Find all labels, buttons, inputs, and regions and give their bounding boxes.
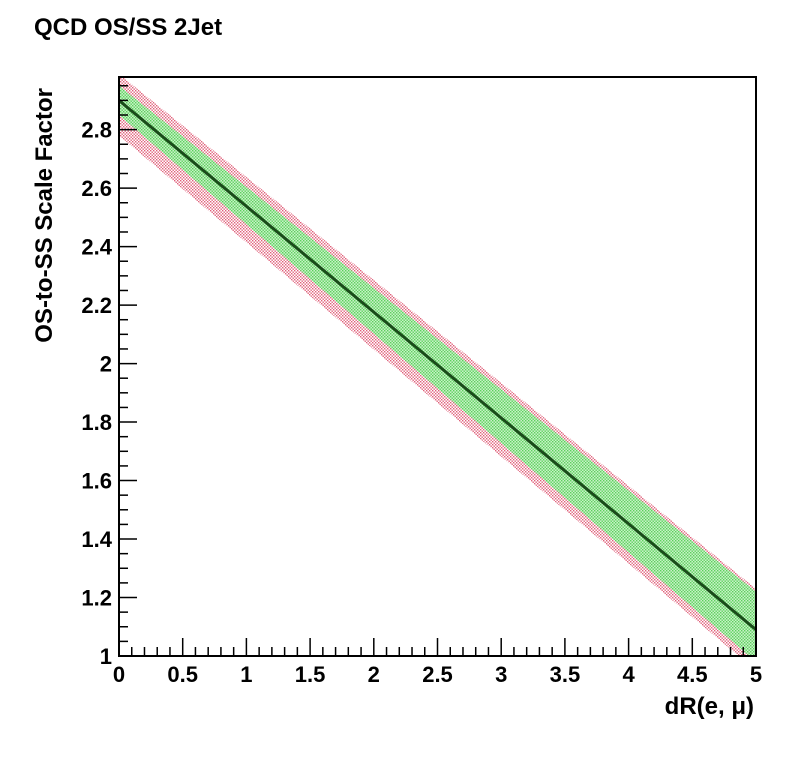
x-tick-label: 5 xyxy=(750,662,762,687)
x-tick-label: 3 xyxy=(495,662,507,687)
chart-title: QCD OS/SS 2Jet xyxy=(34,14,222,41)
y-tick-label: 1.6 xyxy=(81,469,112,494)
y-tick-label: 2.8 xyxy=(81,118,112,143)
y-tick-label: 2.2 xyxy=(81,293,112,318)
x-tick-label: 3.5 xyxy=(550,662,581,687)
x-axis-label: dR(e, μ) xyxy=(665,693,754,720)
y-tick-label: 1.2 xyxy=(81,586,112,611)
y-axis-label: OS-to-SS Scale Factor xyxy=(31,88,58,343)
x-axis: 0 0.5 1 1.5 2 2.5 3 3.5 4 4.5 5 xyxy=(113,638,762,687)
x-tick-label: 1.5 xyxy=(295,662,326,687)
x-tick-label: 1 xyxy=(240,662,252,687)
x-tick-label: 2.5 xyxy=(422,662,453,687)
x-tick-label: 4 xyxy=(622,662,635,687)
x-tick-label: 0.5 xyxy=(167,662,198,687)
y-tick-label: 1.4 xyxy=(81,527,112,552)
y-tick-label: 1.8 xyxy=(81,410,112,435)
y-tick-label: 1 xyxy=(100,644,112,669)
fit-line xyxy=(119,99,756,631)
plot-area xyxy=(119,77,756,656)
x-tick-label: 4.5 xyxy=(677,662,708,687)
y-tick-label: 2.6 xyxy=(81,176,112,201)
y-tick-label: 2.4 xyxy=(81,235,112,260)
x-tick-label: 0 xyxy=(113,662,125,687)
y-axis: 1 1.2 1.4 1.6 1.8 2 2.2 2.4 2.6 2.8 xyxy=(81,85,137,669)
y-tick-label: 2 xyxy=(100,352,112,377)
uncertainty-band-inner xyxy=(119,85,756,656)
x-tick-label: 2 xyxy=(368,662,380,687)
